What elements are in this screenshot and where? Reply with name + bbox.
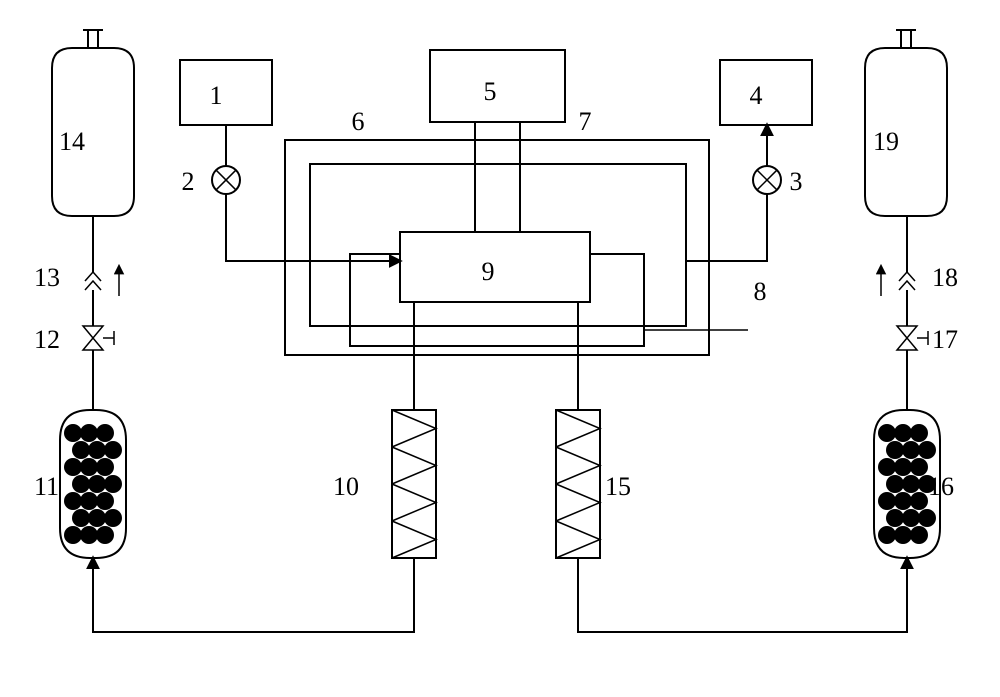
valve-12 [83,326,103,338]
label-7: 7 [579,107,592,136]
label-11: 11 [34,472,59,501]
pipe [226,194,400,261]
label-16: 16 [928,472,954,501]
cylinder-16-bead [918,441,936,459]
label-5: 5 [484,77,497,106]
check-13 [85,281,101,290]
label-12: 12 [34,325,60,354]
cylinder-16-bead [902,441,920,459]
cylinder-11-bead [72,509,90,527]
cylinder-16-bead [878,492,896,510]
box-1 [180,60,272,125]
check-18 [899,281,915,290]
cylinder-11-bead [96,458,114,476]
cylinder-11-bead [64,492,82,510]
box-9 [400,232,590,302]
cylinder-11-bead [96,492,114,510]
pipe [578,558,907,632]
cylinder-11-bead [88,441,106,459]
cylinder-11-bead [80,424,98,442]
cylinder-16-bead [910,424,928,442]
label-9: 9 [482,257,495,286]
label-3: 3 [790,167,803,196]
cylinder-16-bead [910,492,928,510]
cylinder-11-bead [80,492,98,510]
cylinder-11-bead [80,526,98,544]
label-19: 19 [873,127,899,156]
cylinder-11-bead [96,424,114,442]
cylinder-16-bead [878,458,896,476]
label-18: 18 [932,263,958,292]
label-13: 13 [34,263,60,292]
cylinder-19-neck [901,30,911,48]
cylinder-11-bead [96,526,114,544]
box-5 [430,50,565,122]
cylinder-16-bead [886,475,904,493]
cylinder-11-bead [64,458,82,476]
label-6: 6 [352,107,365,136]
label-8: 8 [754,277,767,306]
label-17: 17 [932,325,958,354]
label-2: 2 [182,167,195,196]
cylinder-11-bead [88,475,106,493]
label-10: 10 [333,472,359,501]
valve-17 [897,326,917,338]
cylinder-11-bead [72,475,90,493]
cylinder-11-bead [104,441,122,459]
cylinder-16-bead [878,424,896,442]
cylinder-11-bead [104,475,122,493]
cylinder-11-bead [104,509,122,527]
cylinder-16-bead [894,492,912,510]
pipe [686,194,767,261]
hx-10 [392,410,436,558]
label-15: 15 [605,472,631,501]
cylinder-16-bead [886,509,904,527]
label-4: 4 [750,81,763,110]
cylinder-16-bead [902,475,920,493]
cylinder-16-bead [910,526,928,544]
cylinder-16-bead [894,526,912,544]
cylinder-11-bead [88,509,106,527]
cylinder-11-bead [64,424,82,442]
cylinder-11-bead [80,458,98,476]
label-14: 14 [59,127,85,156]
box-4 [720,60,812,125]
cylinder-16-bead [918,509,936,527]
cylinder-14-neck [88,30,98,48]
label-1: 1 [210,81,223,110]
cylinder-16-bead [910,458,928,476]
cylinder-11-bead [72,441,90,459]
cylinder-16-bead [902,509,920,527]
cylinder-16-bead [894,424,912,442]
cylinder-16-bead [878,526,896,544]
cylinder-16-bead [886,441,904,459]
cylinder-11-bead [64,526,82,544]
pipe [93,558,414,632]
hx-15 [556,410,600,558]
cylinder-16-bead [894,458,912,476]
